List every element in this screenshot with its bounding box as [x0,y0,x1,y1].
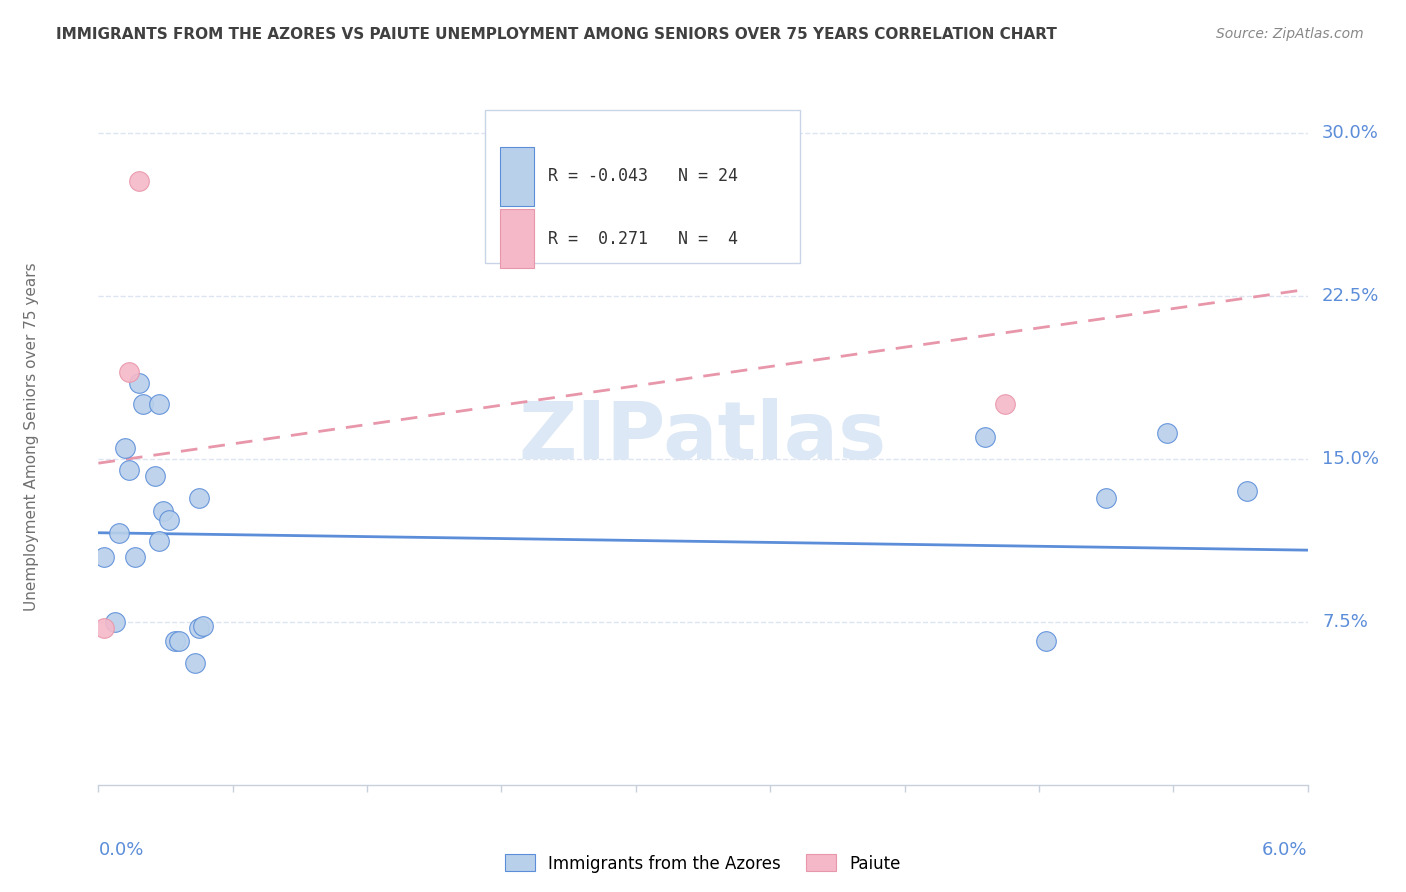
Point [1095,491,1118,505]
Point [994,397,1017,411]
FancyBboxPatch shape [485,110,800,263]
Text: IMMIGRANTS FROM THE AZORES VS PAIUTE UNEMPLOYMENT AMONG SENIORS OVER 75 YEARS CO: IMMIGRANTS FROM THE AZORES VS PAIUTE UNE… [56,27,1057,42]
Point [184,657,207,671]
Text: 22.5%: 22.5% [1322,286,1379,305]
Point [93,621,115,635]
Text: Source: ZipAtlas.com: Source: ZipAtlas.com [1216,27,1364,41]
Point [118,463,141,477]
Point [148,534,170,549]
Point [93,549,115,564]
Legend: Immigrants from the Azores, Paiute: Immigrants from the Azores, Paiute [499,847,907,880]
Point [148,397,170,411]
Point [1156,425,1178,440]
Point [188,621,211,635]
Point [163,634,186,648]
Text: R = -0.043   N = 24: R = -0.043 N = 24 [548,167,738,186]
Text: R =  0.271   N =  4: R = 0.271 N = 4 [548,230,738,248]
Point [114,441,136,455]
Text: Unemployment Among Seniors over 75 years: Unemployment Among Seniors over 75 years [24,263,39,611]
Text: ZIPatlas: ZIPatlas [519,398,887,476]
Point [1035,634,1057,648]
Point [193,619,215,633]
FancyBboxPatch shape [501,210,534,268]
Point [124,549,146,564]
Text: 15.0%: 15.0% [1322,450,1379,467]
Point [128,376,150,390]
Point [103,615,125,629]
Text: 0.0%: 0.0% [98,840,143,859]
Point [167,634,190,648]
FancyBboxPatch shape [501,146,534,206]
Point [128,173,150,187]
Point [188,491,211,505]
Point [132,397,155,411]
Point [143,469,166,483]
Point [1236,484,1258,499]
Text: 7.5%: 7.5% [1322,613,1368,631]
Text: 30.0%: 30.0% [1322,124,1379,142]
Point [107,525,129,540]
Text: 6.0%: 6.0% [1263,840,1308,859]
Point [974,430,997,444]
Point [152,504,174,518]
Point [118,365,141,379]
Point [157,513,180,527]
